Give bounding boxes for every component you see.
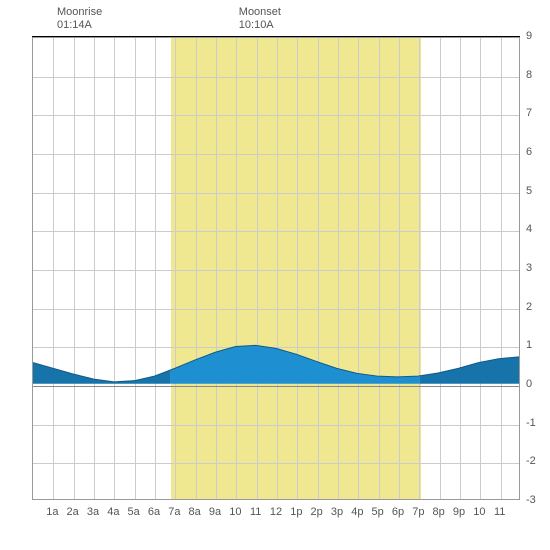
gridline-v xyxy=(318,38,319,499)
chart-frame xyxy=(32,36,520,500)
y-tick-label: 1 xyxy=(526,339,532,351)
gridline-v xyxy=(460,38,461,499)
gridline-v xyxy=(399,38,400,499)
gridline-v xyxy=(74,38,75,499)
tide-chart-container: Moonrise 01:14A Moonset 10:10A -3-2-1012… xyxy=(0,0,550,550)
gridline-h xyxy=(33,425,519,426)
y-tick-label: 0 xyxy=(526,378,532,390)
y-tick-label: -1 xyxy=(526,417,536,429)
x-tick-label: 8a xyxy=(189,506,201,518)
y-tick-label: 8 xyxy=(526,69,532,81)
x-tick-label: 6a xyxy=(148,506,160,518)
gridline-h xyxy=(33,231,519,232)
x-tick-label: 7p xyxy=(412,506,424,518)
moonrise-time: 01:14A xyxy=(57,19,102,32)
gridline-v xyxy=(501,38,502,499)
x-tick-label: 10 xyxy=(229,506,241,518)
moonrise-label: Moonrise 01:14A xyxy=(57,6,102,32)
y-tick-label: 2 xyxy=(526,301,532,313)
x-tick-label: 8p xyxy=(433,506,445,518)
gridline-v xyxy=(277,38,278,499)
y-tick-label: -2 xyxy=(526,455,536,467)
gridline-v xyxy=(94,38,95,499)
gridline-h xyxy=(33,309,519,310)
x-tick-label: 3p xyxy=(331,506,343,518)
gridline-h xyxy=(33,154,519,155)
y-tick-label: 7 xyxy=(526,107,532,119)
x-tick-label: 5a xyxy=(128,506,140,518)
moonrise-title: Moonrise xyxy=(57,6,102,19)
gridline-v xyxy=(338,38,339,499)
x-tick-label: 6p xyxy=(392,506,404,518)
y-tick-label: -3 xyxy=(526,494,536,506)
y-tick-label: 3 xyxy=(526,262,532,274)
x-tick-label: 1p xyxy=(290,506,302,518)
x-tick-label: 11 xyxy=(250,506,261,518)
x-tick-label: 9p xyxy=(453,506,465,518)
x-tick-label: 3a xyxy=(87,506,99,518)
y-tick-label: 5 xyxy=(526,185,532,197)
x-tick-label: 4a xyxy=(107,506,119,518)
plot-area xyxy=(32,37,520,500)
gridline-v xyxy=(135,38,136,499)
moonset-label: Moonset 10:10A xyxy=(239,6,281,32)
x-tick-label: 1a xyxy=(46,506,58,518)
gridline-v xyxy=(358,38,359,499)
gridline-v xyxy=(196,38,197,499)
moon-labels: Moonrise 01:14A Moonset 10:10A xyxy=(0,6,550,36)
x-tick-label: 12 xyxy=(270,506,282,518)
daylight-band xyxy=(171,38,421,499)
gridline-h xyxy=(33,193,519,194)
y-tick-label: 4 xyxy=(526,223,532,235)
gridline-v xyxy=(297,38,298,499)
gridline-v xyxy=(379,38,380,499)
x-tick-label: 7a xyxy=(168,506,180,518)
gridline-v xyxy=(175,38,176,499)
gridline-v xyxy=(480,38,481,499)
x-tick-label: 10 xyxy=(473,506,485,518)
gridline-v xyxy=(257,38,258,499)
x-tick-label: 9a xyxy=(209,506,221,518)
y-tick-label: 9 xyxy=(526,30,532,42)
gridline-v xyxy=(236,38,237,499)
gridline-h xyxy=(33,270,519,271)
gridline-v xyxy=(114,38,115,499)
tide-area-segment xyxy=(420,357,519,384)
gridline-v xyxy=(440,38,441,499)
x-tick-label: 2a xyxy=(67,506,79,518)
gridline-v xyxy=(53,38,54,499)
gridline-h xyxy=(33,347,519,348)
x-tick-label: 2p xyxy=(311,506,323,518)
x-tick-label: 4p xyxy=(351,506,363,518)
gridline-h xyxy=(33,115,519,116)
y-tick-label: 6 xyxy=(526,146,532,158)
moonset-time: 10:10A xyxy=(239,19,281,32)
gridline-v xyxy=(419,38,420,499)
gridline-v xyxy=(155,38,156,499)
gridline-v xyxy=(216,38,217,499)
x-tick-label: 11 xyxy=(494,506,505,518)
x-tick-label: 5p xyxy=(372,506,384,518)
gridline-h xyxy=(33,77,519,78)
gridline-h xyxy=(33,463,519,464)
moonset-title: Moonset xyxy=(239,6,281,19)
zero-line xyxy=(33,386,519,387)
